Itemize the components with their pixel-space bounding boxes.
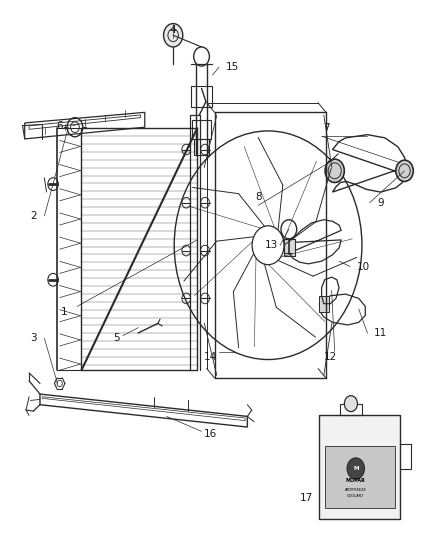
Bar bbox=[192, 120, 211, 139]
Text: 4: 4 bbox=[170, 25, 177, 35]
Bar bbox=[319, 415, 400, 519]
Text: 5: 5 bbox=[113, 333, 120, 343]
Circle shape bbox=[325, 159, 344, 182]
Text: 12: 12 bbox=[324, 352, 337, 362]
Text: 6: 6 bbox=[57, 120, 63, 131]
Bar bbox=[339, 403, 362, 415]
Text: M: M bbox=[353, 466, 359, 471]
Text: 14: 14 bbox=[204, 352, 217, 362]
Circle shape bbox=[344, 395, 357, 411]
Text: 9: 9 bbox=[377, 198, 384, 208]
Bar bbox=[319, 296, 329, 312]
Bar bbox=[285, 239, 295, 256]
Text: 13: 13 bbox=[265, 240, 278, 250]
Text: 10: 10 bbox=[357, 262, 370, 271]
Text: 7: 7 bbox=[323, 123, 329, 133]
Text: 2: 2 bbox=[30, 211, 37, 221]
Text: 11: 11 bbox=[374, 328, 387, 338]
Circle shape bbox=[163, 23, 183, 47]
Circle shape bbox=[347, 458, 364, 479]
Text: 17: 17 bbox=[300, 492, 313, 503]
Text: 3: 3 bbox=[30, 333, 37, 343]
Text: COOLANT: COOLANT bbox=[347, 494, 364, 498]
Text: 15: 15 bbox=[226, 62, 239, 72]
Text: MOPAR: MOPAR bbox=[346, 478, 366, 483]
Circle shape bbox=[396, 160, 413, 181]
Bar bbox=[191, 86, 212, 107]
Text: 8: 8 bbox=[255, 192, 261, 203]
Bar bbox=[194, 139, 209, 155]
Text: 16: 16 bbox=[204, 429, 217, 439]
Bar bbox=[325, 446, 395, 508]
Text: 1: 1 bbox=[61, 306, 67, 317]
Text: ANTIFREEZE: ANTIFREEZE bbox=[345, 488, 367, 492]
